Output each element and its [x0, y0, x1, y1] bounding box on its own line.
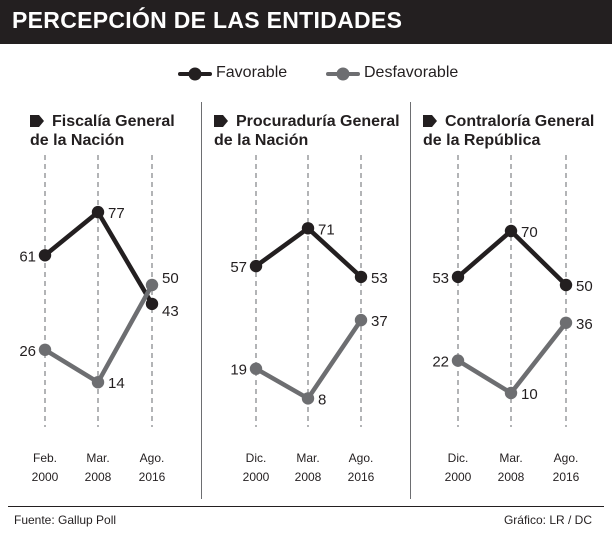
- desfavorable-data-point: [91, 376, 105, 389]
- x-tick-label: 2016: [553, 470, 580, 484]
- x-tick-label: Mar.: [86, 451, 109, 465]
- favorable-data-point: [301, 222, 315, 235]
- arrow-marker-icon: [30, 115, 44, 127]
- favorable-data-point: [451, 270, 465, 284]
- x-tick-label: 2016: [139, 470, 166, 484]
- x-tick-label: Feb.: [33, 451, 57, 465]
- desfavorable-series-line: [456, 321, 568, 396]
- desfavorable-data-label: 10: [521, 386, 538, 403]
- panel-divider: [201, 102, 202, 499]
- desfavorable-data-label: 36: [576, 316, 593, 333]
- x-tick-label: Ago.: [140, 451, 165, 465]
- favorable-data-label: 77: [108, 205, 125, 222]
- desfavorable-data-label: 26: [19, 343, 36, 360]
- x-tick-label: 2000: [243, 470, 270, 484]
- legend-favorable-label: Favorable: [216, 64, 288, 81]
- x-tick-label: 2000: [32, 470, 59, 484]
- desfavorable-data-point: [145, 278, 159, 292]
- desfavorable-data-label: 19: [230, 362, 247, 379]
- bottom-rule: [8, 506, 604, 507]
- favorable-series-line: [456, 228, 568, 287]
- x-tick-label: Dic.: [246, 451, 267, 465]
- x-tick-label: Mar.: [499, 451, 522, 465]
- x-tick-label: Ago.: [349, 451, 374, 465]
- desfavorable-data-point: [559, 316, 573, 329]
- panel-divider: [410, 102, 411, 499]
- x-tick-label: 2008: [498, 470, 525, 484]
- page-title: PERCEPCIÓN DE LAS ENTIDADES: [12, 7, 403, 33]
- credit-note: Gráfico: LR / DC: [503, 513, 592, 527]
- desfavorable-data-point: [38, 343, 52, 356]
- x-tick-label: Mar.: [296, 451, 319, 465]
- favorable-data-label: 61: [19, 248, 36, 265]
- arrow-marker-icon: [423, 115, 437, 127]
- legend-desfavorable-label: Desfavorable: [364, 64, 459, 81]
- x-tick-label: Dic.: [448, 451, 469, 465]
- desfavorable-data-label: 50: [162, 270, 179, 287]
- title-bar: PERCEPCIÓN DE LAS ENTIDADES: [0, 0, 612, 44]
- desfavorable-data-label: 22: [432, 354, 449, 371]
- x-tick-label: Ago.: [554, 451, 579, 465]
- favorable-data-label: 53: [432, 270, 449, 287]
- favorable-data-point: [91, 205, 105, 219]
- favorable-data-point: [145, 297, 159, 311]
- favorable-series-line: [254, 226, 363, 279]
- favorable-data-label: 43: [162, 303, 179, 320]
- desfavorable-data-point: [301, 392, 315, 405]
- x-tick-label: 2008: [295, 470, 322, 484]
- favorable-data-point: [559, 278, 573, 292]
- desfavorable-data-label: 14: [108, 375, 125, 392]
- favorable-data-label: 50: [576, 278, 593, 295]
- legend: Favorable Desfavorable: [0, 62, 612, 86]
- arrow-marker-icon: [214, 115, 228, 127]
- x-tick-label: 2008: [85, 470, 112, 484]
- favorable-data-point: [354, 270, 368, 284]
- favorable-data-label: 57: [230, 259, 247, 276]
- desfavorable-series-line: [254, 318, 363, 401]
- favorable-data-point: [249, 259, 263, 273]
- desfavorable-data-point: [451, 354, 465, 367]
- desfavorable-data-point: [504, 386, 518, 400]
- favorable-data-label: 70: [521, 224, 538, 241]
- favorable-data-point: [38, 249, 52, 262]
- x-tick-label: 2000: [445, 470, 472, 484]
- favorable-data-label: 71: [318, 221, 335, 238]
- favorable-line-dot-icon: [178, 67, 212, 81]
- source-note: Fuente: Gallup Poll: [14, 513, 117, 527]
- favorable-data-point: [504, 224, 518, 238]
- favorable-data-label: 53: [371, 270, 388, 287]
- x-tick-label: 2016: [348, 470, 375, 484]
- desfavorable-data-label: 37: [371, 313, 388, 330]
- desfavorable-line-dot-icon: [326, 67, 360, 81]
- desfavorable-data-label: 8: [318, 391, 326, 408]
- desfavorable-data-point: [249, 362, 263, 375]
- desfavorable-data-point: [354, 313, 368, 327]
